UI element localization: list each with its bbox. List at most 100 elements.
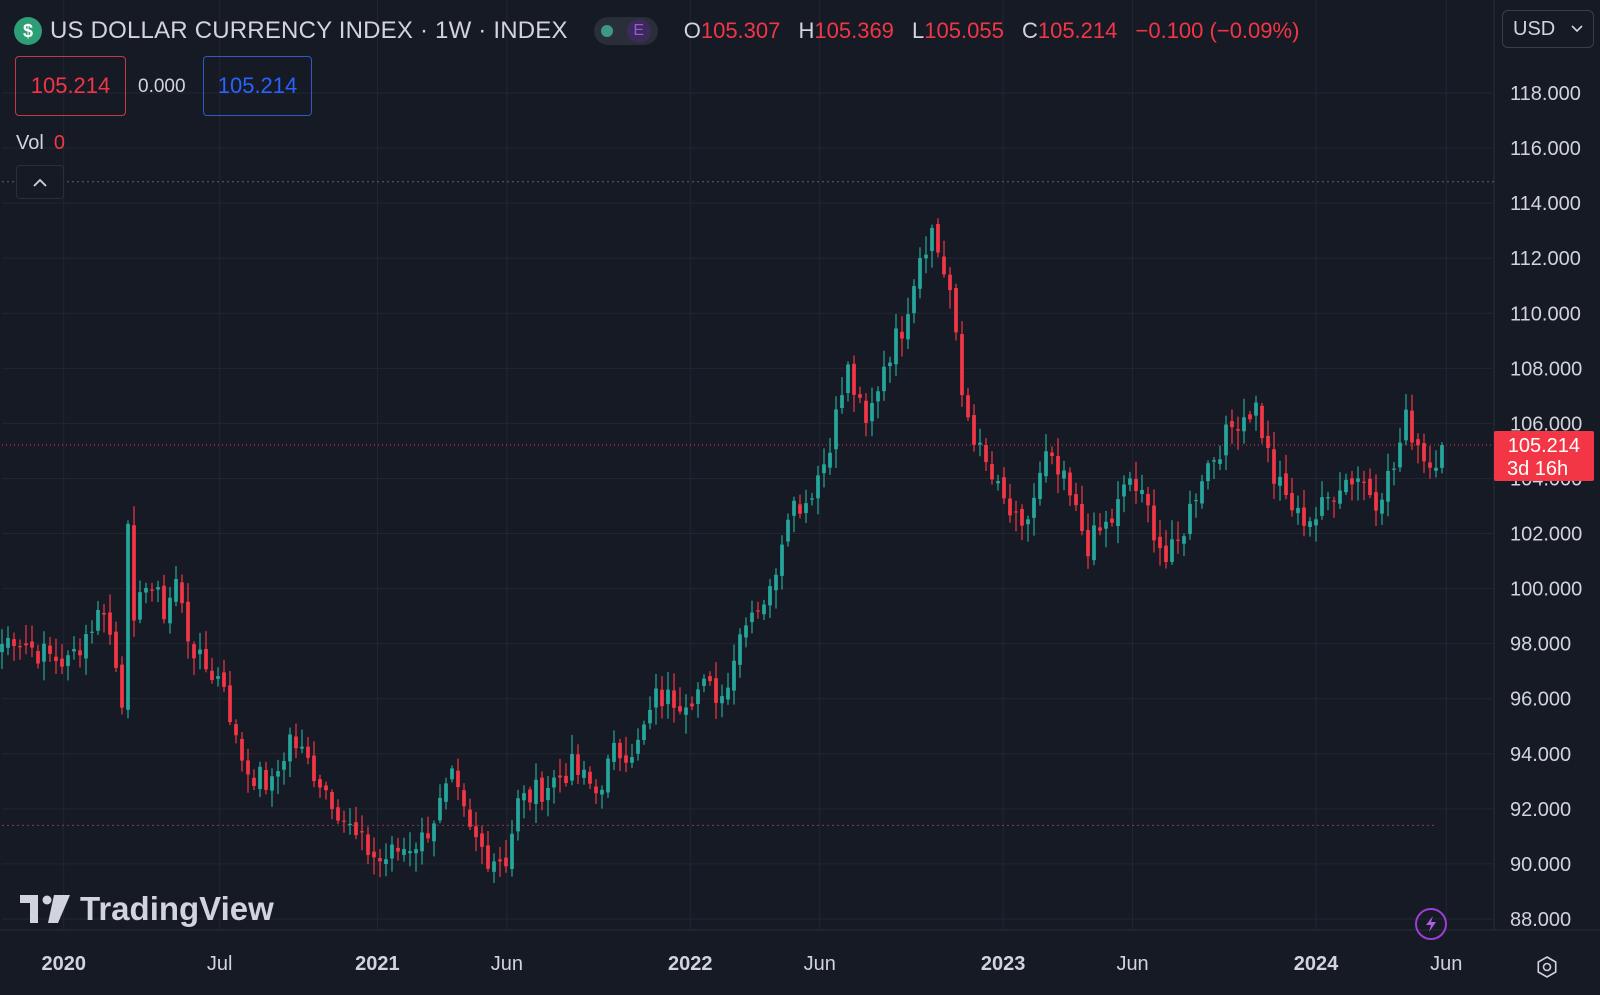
- candle-body: [816, 475, 820, 499]
- market-status-pill[interactable]: E: [593, 17, 658, 45]
- y-tick-label: 92.000: [1510, 799, 1571, 821]
- candle-body: [744, 625, 748, 638]
- candle-body: [606, 758, 610, 793]
- candle-body: [954, 288, 958, 333]
- candle-body: [1152, 505, 1156, 541]
- candle-body: [918, 258, 922, 289]
- candle-body: [210, 670, 214, 680]
- candle-body: [1440, 445, 1444, 468]
- flash-icon[interactable]: [1415, 908, 1447, 940]
- candle-body: [126, 523, 130, 710]
- candle-body: [894, 328, 898, 365]
- candle-body: [1434, 467, 1438, 471]
- volume-legend[interactable]: Vol 0: [16, 132, 65, 155]
- volume-label: Vol: [16, 132, 44, 154]
- currency-label: USD: [1513, 17, 1556, 40]
- candle-body: [936, 223, 940, 253]
- y-tick-label: 106.000: [1510, 413, 1582, 435]
- collapse-legend-button[interactable]: [16, 165, 64, 199]
- candle-body: [66, 655, 70, 666]
- candle-body: [72, 648, 76, 652]
- candle-body: [720, 696, 724, 704]
- spread-value: 0.000: [138, 76, 186, 97]
- candle-body: [1026, 519, 1030, 525]
- candle-body: [678, 706, 682, 712]
- sell-button[interactable]: 105.214: [15, 56, 126, 116]
- candle-body: [684, 707, 688, 715]
- candle-body: [1206, 463, 1210, 482]
- candle-body: [402, 849, 406, 855]
- candle-body: [972, 415, 976, 445]
- candle-body: [636, 739, 640, 754]
- candle-body: [1080, 504, 1084, 532]
- candle-body: [1086, 529, 1090, 557]
- candle-body: [624, 755, 628, 763]
- candle-body: [1236, 429, 1240, 431]
- candle-body: [360, 831, 364, 833]
- candle-body: [486, 845, 490, 869]
- candle-body: [150, 589, 154, 591]
- tradingview-logo-icon: [20, 895, 70, 923]
- candle-body: [1002, 477, 1006, 499]
- candle-body: [468, 809, 472, 827]
- chevron-up-icon: [33, 178, 47, 187]
- candle-body: [846, 364, 850, 394]
- candle-body: [702, 678, 706, 686]
- candle-body: [1260, 405, 1264, 439]
- candle-body: [660, 689, 664, 707]
- candle-body: [738, 634, 742, 665]
- gear-icon[interactable]: [1536, 956, 1558, 978]
- high-label: H: [798, 18, 815, 43]
- earnings-icon: E: [626, 19, 651, 43]
- tradingview-logo[interactable]: TradingView: [20, 890, 274, 928]
- candle-body: [48, 645, 52, 654]
- candle-body: [240, 738, 244, 761]
- low-label: L: [912, 18, 925, 43]
- candle-body: [588, 771, 592, 784]
- candle-body: [1278, 476, 1282, 486]
- candle-body: [1326, 497, 1330, 499]
- candle-body: [324, 785, 328, 791]
- candle-body: [426, 833, 430, 839]
- symbol-title[interactable]: US DOLLAR CURRENCY INDEX · 1W · INDEX: [50, 17, 568, 44]
- x-tick-label: Jul: [207, 953, 233, 975]
- candle-body: [216, 676, 220, 679]
- candle-body: [1386, 470, 1390, 502]
- candle-body: [1248, 414, 1252, 420]
- candle-body: [1092, 525, 1096, 561]
- candle-body: [84, 634, 88, 659]
- candle-body: [252, 777, 256, 787]
- brand-name: TradingView: [80, 890, 274, 927]
- candle-body: [1098, 527, 1102, 531]
- candle-body: [558, 775, 562, 778]
- candle-body: [156, 587, 160, 590]
- currency-dropdown[interactable]: USD: [1502, 10, 1594, 48]
- candle-body: [600, 789, 604, 795]
- candle-body: [474, 826, 478, 838]
- buy-button[interactable]: 105.214: [203, 56, 312, 116]
- dollar-icon[interactable]: $: [14, 17, 42, 45]
- candle-body: [654, 688, 658, 708]
- candle-body: [1356, 478, 1360, 482]
- candle-body: [1398, 442, 1402, 468]
- candle-body: [1380, 499, 1384, 514]
- candle-body: [342, 820, 346, 822]
- y-tick-label: 110.000: [1510, 303, 1581, 325]
- candle-body: [858, 394, 862, 398]
- candle-body: [984, 444, 988, 463]
- candle-body: [1254, 402, 1258, 416]
- low-value: 105.055: [924, 18, 1004, 43]
- candle-body: [492, 861, 496, 872]
- candle-body: [1374, 492, 1378, 511]
- candle-body: [630, 757, 634, 763]
- candle-body: [1302, 507, 1306, 526]
- candle-body: [108, 612, 112, 635]
- change-value: −0.100 (−0.09%): [1135, 18, 1300, 43]
- candle-body: [270, 776, 274, 791]
- candle-body: [120, 664, 124, 708]
- candle-body: [576, 754, 580, 775]
- candle-body: [780, 544, 784, 576]
- candle-body: [996, 481, 1000, 484]
